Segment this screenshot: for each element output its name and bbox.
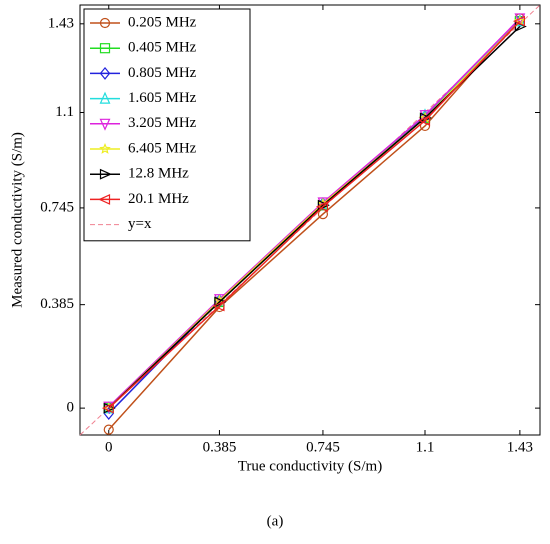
marker (99, 142, 111, 154)
x-tick-label: 0.745 (306, 439, 340, 455)
series-line (108, 20, 521, 409)
marker (99, 118, 111, 131)
marker (512, 15, 525, 27)
x-tick-label: 0 (105, 439, 113, 455)
marker (99, 91, 111, 104)
legend-label: 0.805 MHz (128, 65, 197, 81)
y-tick-label: 1.43 (48, 15, 74, 31)
marker (98, 193, 111, 205)
legend-label: 12.8 MHz (128, 166, 189, 182)
marker (514, 13, 526, 26)
marker (418, 115, 431, 126)
marker (99, 168, 112, 180)
legend-label: 20.1 MHz (128, 191, 189, 207)
legend-label: y=x (128, 216, 152, 232)
y-tick-label: 0 (67, 400, 75, 416)
x-axis-label: True conductivity (S/m) (238, 458, 382, 474)
legend-label: 1.605 MHz (128, 90, 197, 106)
y-tick-label: 0.745 (40, 199, 74, 215)
caption: (a) (267, 513, 284, 529)
marker (99, 43, 111, 54)
marker (317, 199, 330, 211)
y-tick-label: 0.385 (40, 296, 74, 312)
marker (101, 402, 114, 414)
marker (212, 300, 225, 312)
legend-label: 6.405 MHz (128, 140, 197, 156)
marker (103, 424, 114, 435)
marker (214, 296, 227, 308)
marker (99, 17, 111, 29)
legend-label: 0.205 MHz (128, 14, 197, 30)
x-tick-label: 1.43 (507, 439, 533, 455)
y-axis-label: Measured conductivity (S/m) (9, 132, 25, 308)
x-tick-label: 0.385 (203, 439, 237, 455)
legend-label: 0.405 MHz (128, 40, 197, 56)
marker (99, 66, 111, 80)
series-line (108, 17, 521, 431)
plot-frame (79, 4, 541, 436)
legend-label: 3.205 MHz (128, 115, 197, 131)
y-tick-label: 1.1 (55, 104, 74, 120)
marker (315, 201, 329, 212)
legend: 0.205 MHz 0.405 MHz 0.805 MHz 1.605 MHz 3.20… (83, 8, 251, 242)
x-tick-label: 1.1 (416, 439, 435, 455)
